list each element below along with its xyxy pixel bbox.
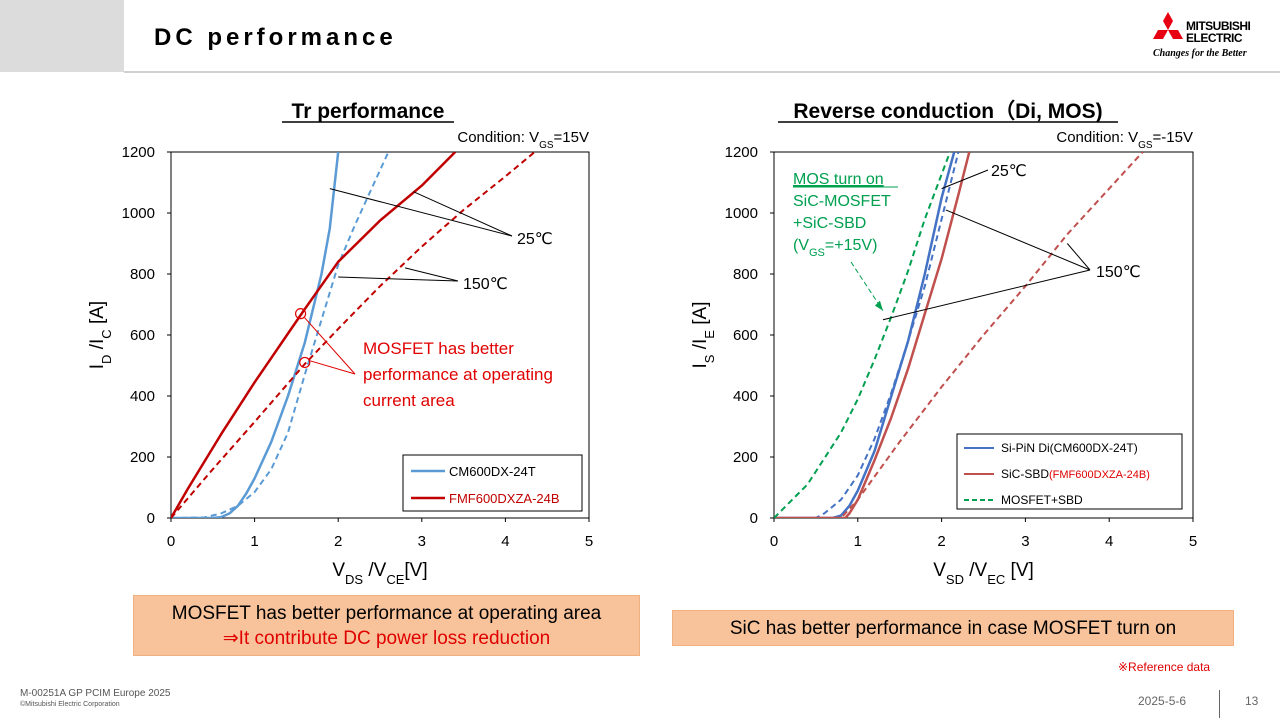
chart2-150c-leader <box>882 269 1091 321</box>
chart2-x-tick-label: 1 <box>854 533 862 550</box>
chart1-annotation-line: current area <box>363 391 455 410</box>
chart1-x-tick-label: 5 <box>585 533 593 550</box>
chart2-y-tick-label: 800 <box>733 266 758 283</box>
chart1-25c-leader <box>329 188 513 237</box>
logo-tagline: Changes for the Better <box>1153 48 1247 59</box>
chart1-legend-label: CM600DX-24T <box>449 464 536 479</box>
chart2-legend <box>956 433 1183 510</box>
chart2-legend-label: Si-PiN Di(CM600DX-24T) <box>1001 441 1138 455</box>
chart2-x-tick-label: 2 <box>937 533 945 550</box>
chart2-annotation-line: (VGS=+15V) <box>793 237 877 259</box>
chart1-x-tick-label: 1 <box>250 533 258 550</box>
chart1-y-tick-label: 0 <box>147 510 155 527</box>
chart2-condition: Condition: VGS=-15V <box>1056 129 1193 151</box>
chart1-x-tick-label: 0 <box>167 533 175 550</box>
chart1-op-point-marker <box>299 356 311 369</box>
chart1-series-2-line <box>171 152 390 518</box>
chart2-series-3-line <box>774 152 971 518</box>
chart1-legend <box>402 454 583 512</box>
footer-separator <box>1219 690 1220 718</box>
chart2-label-150c: 150℃ <box>1096 264 1141 281</box>
footer-doc-code: M-00251A GP PCIM Europe 2025 <box>20 688 171 699</box>
footer-date: 2025-5-6 <box>1138 694 1187 708</box>
reference-note: ※Reference data <box>1118 660 1211 674</box>
chart2-series-group <box>774 152 1144 518</box>
chart1-legend-label: FMF600DXZA-24B <box>449 491 560 506</box>
summary-box-right: SiC has better performance in case MOSFE… <box>672 610 1234 646</box>
chart2-y-tick-label: 0 <box>750 510 758 527</box>
footer-copyright: ©Mitsubishi Electric Corporation <box>20 701 120 708</box>
chart1-y-tick-label: 1000 <box>122 205 155 222</box>
chart2-annotation-line: MOS turn on <box>793 171 884 188</box>
chart1-series-1-line <box>171 152 340 518</box>
chart2-legend-label: MOSFET+SBD <box>1001 493 1083 507</box>
chart2-series-5-line <box>774 152 951 518</box>
chart1-x-axis-label: VDS /VCE[V] <box>332 560 427 587</box>
chart1-op-leader <box>308 359 356 375</box>
chart1-series-group <box>171 152 536 518</box>
chart2-150c-leader <box>945 209 1091 271</box>
chart2-series-2-line <box>774 152 960 518</box>
chart2-mos-arrow <box>850 261 884 311</box>
charts-area: Tr performance Condition: VGS=15V 0 1 2 3 4 5 0 2… <box>87 99 1197 587</box>
chart2-x-axis-label: VSD /VEC [V] <box>933 560 1034 587</box>
summary-right-text: SiC has better performance in case MOSFE… <box>729 617 1177 639</box>
summary-left-line1: MOSFET has better performance at operati… <box>171 602 602 624</box>
chart1-condition: Condition: VGS=15V <box>457 129 589 151</box>
chart1-annotation-line: performance at operating <box>363 365 553 384</box>
header-divider <box>124 71 1280 73</box>
chart1-series-4-line <box>171 152 536 518</box>
chart2-annotation-line: +SiC-SBD <box>793 215 866 232</box>
chart2-annotation-line: SiC-MOSFET <box>793 193 891 210</box>
chart2-y-tick-label: 1200 <box>725 144 758 161</box>
summary-left-line2: ⇒It contribute DC power loss reduction <box>222 627 551 649</box>
chart2-x-tick-label: 4 <box>1105 533 1113 550</box>
chart1-op-point-marker <box>294 308 307 320</box>
chart2-x-tick-label: 3 <box>1021 533 1029 550</box>
chart2-legend-label: SiC-SBD(FMF600DXZA-24B) <box>1001 467 1150 481</box>
chart1-y-axis-label: ID /IC [A] <box>87 301 114 369</box>
chart1-y-tick-label: 600 <box>130 327 155 344</box>
chart1-150c-leader <box>404 267 459 282</box>
page-title: DC performance <box>154 24 397 51</box>
chart2-x-tick-label: 0 <box>770 533 778 550</box>
chart1-y-tick-label: 800 <box>130 266 155 283</box>
header-accent-block <box>0 0 124 72</box>
chart1-25c-leader <box>413 191 513 237</box>
page-number: 13 <box>1245 694 1259 708</box>
chart1-label-150c: 150℃ <box>463 276 508 293</box>
three-diamonds-icon <box>1153 12 1183 39</box>
chart2-y-tick-label: 400 <box>733 388 758 405</box>
chart1-x-tick-label: 2 <box>334 533 342 550</box>
chart1-x-tick-label: 4 <box>501 533 509 550</box>
chart2-label-25c: 25℃ <box>991 163 1027 180</box>
chart1-x-tick-label: 3 <box>418 533 426 550</box>
chart2-y-tick-label: 200 <box>733 449 758 466</box>
chart1-150c-leader <box>338 276 459 282</box>
chart2-y-axis-label: IS /IE [A] <box>690 302 717 369</box>
chart2-series-1-line <box>774 152 956 518</box>
chart2-25c-leader <box>941 169 989 190</box>
chart1-y-tick-label: 1200 <box>122 144 155 161</box>
chart2-y-tick-label: 1000 <box>725 205 758 222</box>
chart2-150c-leader <box>1066 243 1091 271</box>
chart2-series-4-line <box>774 152 1144 518</box>
chart1-op-leader <box>304 317 356 375</box>
chart1-y-tick-label: 200 <box>130 449 155 466</box>
chart2-x-tick-label: 5 <box>1189 533 1197 550</box>
chart1-series-3-line <box>171 152 457 518</box>
logo-wordmark: MITSUBISHI ELECTRIC <box>1186 19 1251 45</box>
chart1-title: Tr performance <box>292 100 445 123</box>
chart2-title: Reverse conduction（Di, MOS) <box>793 99 1102 123</box>
chart1-label-25c: 25℃ <box>517 231 553 248</box>
chart1-annotation-line: MOSFET has better <box>363 339 514 358</box>
chart1-y-tick-label: 400 <box>130 388 155 405</box>
chart2-y-tick-label: 600 <box>733 327 758 344</box>
mitsubishi-logo: MITSUBISHI ELECTRIC Changes for the Bett… <box>1150 10 1275 65</box>
chart2-mos-arrowhead <box>874 300 883 311</box>
summary-box-left: MOSFET has better performance at operati… <box>133 595 640 656</box>
